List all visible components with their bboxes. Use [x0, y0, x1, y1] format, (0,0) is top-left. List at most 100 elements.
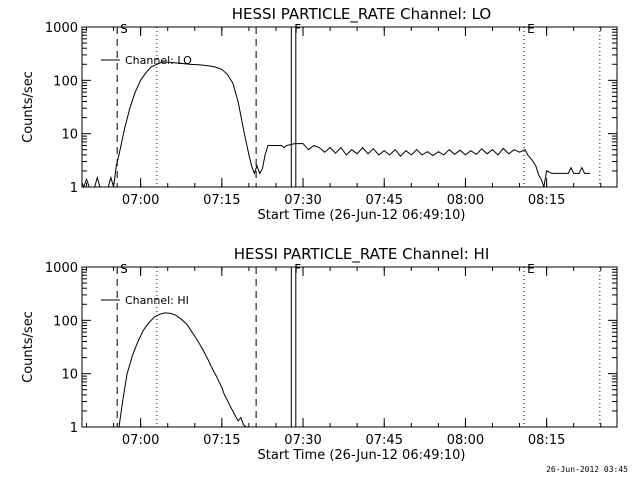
data-point: [191, 331, 193, 333]
chart-panel-1: HESSI PARTICLE_RATE Channel: LO Counts/se…: [21, 5, 618, 223]
data-point: [481, 148, 483, 150]
x-tick-label: 07:30: [284, 433, 321, 448]
data-point: [416, 149, 418, 151]
data-point: [281, 145, 282, 146]
data-point: [94, 186, 95, 188]
data-point: [570, 167, 572, 169]
data-point: [180, 318, 182, 320]
data-point: [367, 153, 369, 155]
data-point: [145, 72, 147, 73]
data-point: [170, 313, 171, 314]
data-point: [259, 173, 261, 174]
data-point: [129, 107, 131, 109]
data-point: [519, 151, 520, 153]
data-point: [475, 153, 477, 155]
y-axis-label: Counts/sec: [21, 311, 36, 383]
data-point: [256, 165, 258, 167]
data-point: [264, 154, 266, 156]
x-axis-label: Start Time (26-Jun-12 06:49:10): [258, 448, 466, 463]
x-tick-label: 08:15: [528, 433, 565, 448]
x-tick-label: 07:30: [284, 193, 321, 208]
data-point: [126, 373, 128, 375]
data-point: [578, 173, 580, 174]
data-point: [224, 394, 225, 396]
data-point: [351, 149, 353, 151]
data-point: [226, 73, 228, 75]
data-point: [253, 173, 255, 174]
y-tick-label: 1: [70, 181, 78, 196]
data-point: [164, 312, 166, 314]
data-point: [340, 147, 342, 148]
data-point: [329, 147, 331, 148]
y-tick-label: 1000: [45, 21, 78, 36]
data-point: [543, 186, 545, 188]
data-point: [283, 147, 285, 148]
data-point: [267, 145, 269, 146]
data-point: [438, 151, 439, 153]
data-point: [86, 178, 87, 180]
data-point: [226, 399, 228, 401]
data-point: [513, 149, 515, 151]
series-line: [81, 61, 590, 189]
data-point: [389, 154, 390, 156]
event-marker-label: S: [120, 22, 128, 36]
plot-frame: [81, 266, 618, 428]
data-point: [286, 145, 288, 146]
data-point: [394, 149, 396, 151]
data-point: [240, 417, 242, 418]
data-point: [378, 154, 380, 156]
data-point: [302, 143, 304, 145]
data-point: [216, 375, 217, 377]
data-point: [410, 154, 412, 156]
data-point: [527, 154, 529, 156]
y-tick-label: 10: [61, 128, 78, 143]
data-point: [210, 65, 212, 67]
data-point: [235, 415, 236, 417]
data-point: [122, 401, 123, 402]
data-point: [589, 173, 591, 174]
data-point: [567, 173, 569, 174]
x-axis-label: Start Time (26-Jun-12 06:49:10): [258, 208, 466, 223]
data-point: [405, 150, 407, 152]
data-point: [502, 148, 504, 149]
data-point: [134, 91, 136, 93]
chart-panel-2: HESSI PARTICLE_RATE Channel: HI Counts/se…: [21, 245, 618, 463]
data-point: [581, 167, 583, 169]
data-point: [524, 149, 526, 151]
data-point: [538, 174, 539, 176]
event-marker-label: F: [294, 262, 301, 276]
legend-label: Channel: HI: [125, 294, 189, 307]
data-point: [81, 182, 83, 184]
x-tick-label: 07:15: [203, 193, 240, 208]
data-point: [535, 165, 537, 167]
event-marker-label: E: [527, 22, 535, 36]
plot-timestamp: 26-Jun-2012 03:45: [546, 465, 628, 474]
data-point: [421, 154, 423, 156]
data-point: [237, 101, 239, 102]
data-point: [400, 155, 401, 157]
event-marker-label: F: [294, 22, 301, 36]
data-point: [218, 381, 220, 383]
y-tick-label: 10: [61, 368, 78, 383]
data-point: [167, 61, 169, 63]
data-point: [540, 178, 542, 180]
data-point: [159, 313, 161, 315]
data-point: [459, 149, 461, 151]
y-tick-label: 1000: [45, 261, 78, 276]
data-point: [308, 149, 309, 151]
data-point: [107, 186, 109, 188]
data-point: [151, 66, 152, 68]
data-point: [197, 340, 198, 341]
data-point: [245, 426, 247, 428]
y-axis-label: Counts/sec: [21, 71, 36, 143]
data-point: [551, 173, 553, 174]
data-point: [142, 329, 144, 331]
data-point: [373, 148, 374, 150]
data-point: [294, 143, 296, 145]
data-point: [96, 177, 98, 179]
data-point: [584, 173, 585, 174]
data-point: [148, 322, 150, 324]
data-point: [118, 426, 120, 428]
data-point: [137, 341, 139, 342]
